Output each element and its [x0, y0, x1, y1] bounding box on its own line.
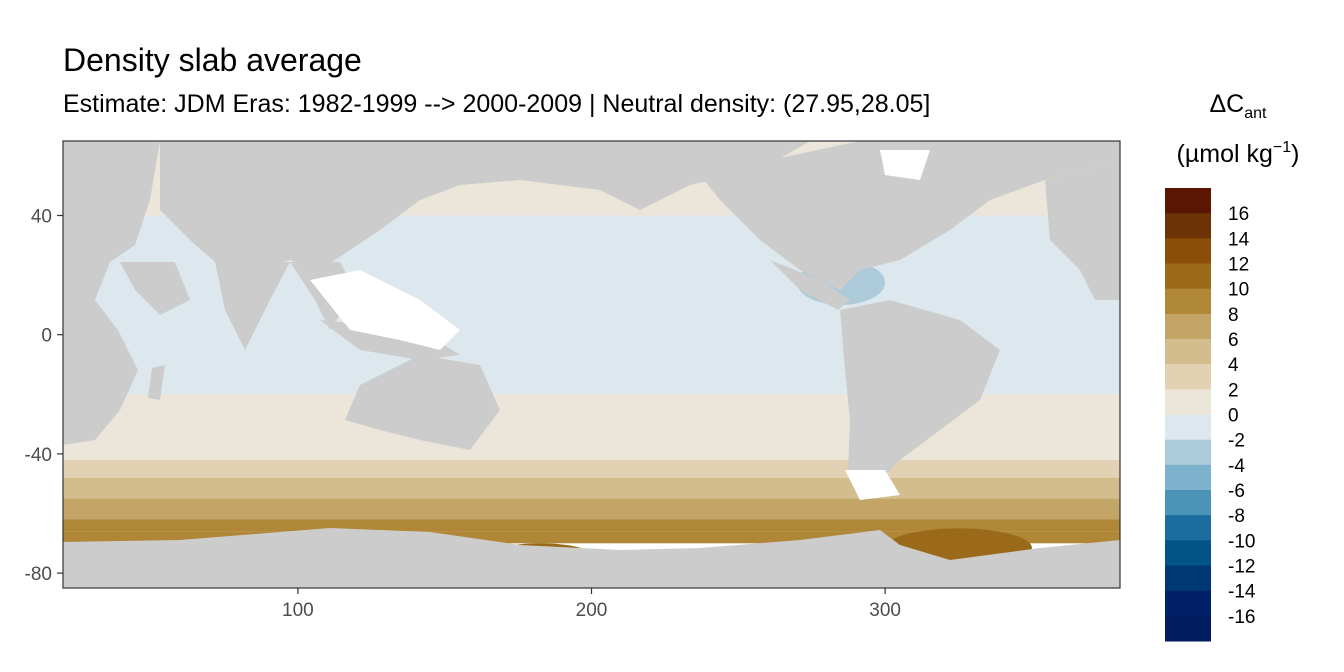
land-africa-south: [63, 300, 138, 445]
legend-label: -10: [1228, 531, 1255, 552]
legend-swatch: [1165, 313, 1211, 340]
legend-swatch: [1165, 490, 1211, 516]
legend-label: -14: [1228, 582, 1256, 603]
land-mask: [63, 141, 1120, 588]
y-tick-label: 40: [31, 207, 52, 228]
legend-swatch: [1165, 439, 1211, 466]
legend-swatch: [1165, 238, 1211, 264]
zonal-band-4: [63, 459, 1120, 478]
legend-label: -8: [1228, 506, 1245, 527]
legend-swatch: [1165, 515, 1211, 541]
legend-swatch: [1165, 615, 1211, 642]
land-australia: [345, 355, 500, 450]
no-data-indonesia: [310, 270, 460, 350]
x-tick-label: 300: [869, 600, 901, 621]
legend-label: 2: [1228, 380, 1239, 401]
legend-swatch: [1165, 464, 1211, 491]
zonal-band-5: [63, 477, 1120, 499]
land-africa: [63, 141, 160, 300]
legend-swatch: [1165, 389, 1211, 415]
legend-unit: (µmol kg−1): [1177, 139, 1300, 168]
legend-swatch: [1165, 339, 1211, 365]
legend-swatch: [1165, 188, 1211, 214]
legend-swatch: [1165, 565, 1211, 592]
x-tick-label: 200: [576, 600, 608, 621]
legend-label: -6: [1228, 481, 1245, 502]
plot-panel: [63, 141, 1120, 588]
zonal-band-6: [63, 498, 1120, 520]
y-tick-label: -40: [25, 445, 52, 466]
y-tick-label: 0: [41, 326, 52, 347]
legend-label: -2: [1228, 431, 1245, 452]
legend-swatch: [1165, 540, 1211, 566]
legend-label: 10: [1228, 280, 1249, 301]
land-central-america: [770, 260, 850, 310]
zonal-band-7: [63, 519, 1120, 532]
legend-label: 6: [1228, 330, 1239, 351]
legend-label: 16: [1228, 204, 1249, 225]
legend-label: 12: [1228, 255, 1249, 276]
legend-swatch: [1165, 263, 1211, 290]
legend-swatch: [1165, 364, 1211, 390]
legend-label: 4: [1228, 355, 1239, 376]
chart-title: Density slab average: [63, 42, 362, 78]
legend-label: -4: [1228, 456, 1245, 477]
x-tick-label: 100: [282, 600, 314, 621]
legend-swatch: [1165, 213, 1211, 239]
legend-swatch: [1165, 590, 1211, 617]
colorbar-legend: ΔCant (µmol kg−1) -16 -14 -12 -10 -8 -6 -4 -2 0 2…: [1165, 90, 1299, 642]
zonal-band-8: [63, 531, 1120, 544]
legend-swatch: [1165, 414, 1211, 441]
no-data-south-america-edge: [845, 470, 900, 500]
land-india: [215, 262, 290, 350]
no-data-mask: [310, 150, 930, 500]
y-tick-label: -80: [25, 564, 52, 585]
land-madagascar: [148, 365, 165, 400]
chart-subtitle: Estimate: JDM Eras: 1982-1999 --> 2000-2…: [63, 90, 931, 118]
no-data-north-atlantic: [880, 150, 930, 180]
land-south-america: [840, 300, 1000, 500]
legend-labels: -16 -14 -12 -10 -8 -6 -4 -2 0 2 4 6 8 10 12 14 16: [1228, 204, 1256, 628]
land-eurasia: [160, 141, 810, 270]
legend-label: 0: [1228, 406, 1239, 427]
land-europe: [1045, 160, 1120, 300]
legend-label: 8: [1228, 305, 1239, 326]
land-antarctica: [63, 528, 1120, 588]
land-north-america: [700, 141, 1120, 290]
land-arabia: [120, 262, 190, 315]
legend-title: ΔCant: [1209, 90, 1267, 122]
legend-swatch: [1165, 288, 1211, 315]
legend-swatches: [1165, 188, 1211, 642]
legend-label: -12: [1228, 557, 1255, 578]
legend-label: -16: [1228, 607, 1255, 628]
legend-label: 14: [1228, 229, 1250, 250]
